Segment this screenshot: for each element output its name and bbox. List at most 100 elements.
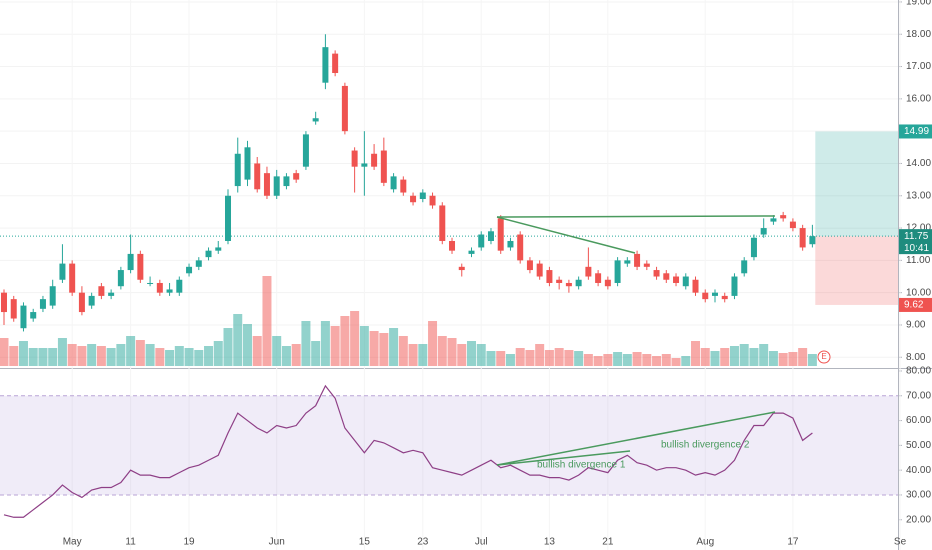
volume-bar <box>301 321 311 366</box>
x-tick-label: May <box>63 537 82 548</box>
candle-body <box>147 282 154 284</box>
annotation: bullish divergence 1 <box>537 460 626 471</box>
y-tick-label: 30.00 <box>906 490 931 501</box>
position-loss <box>815 236 898 305</box>
y-tick-label: 13.00 <box>906 190 931 201</box>
volume-bar <box>583 354 593 366</box>
volume-bar <box>369 331 379 366</box>
y-tick-label: 50.00 <box>906 440 931 451</box>
volume-bar <box>535 344 545 366</box>
candle-body <box>293 173 300 180</box>
candle-body <box>799 228 806 248</box>
volume-bar <box>759 344 769 366</box>
volume-bar <box>38 348 48 366</box>
volume-bar <box>681 356 691 366</box>
y-tick-label: 11.00 <box>906 255 931 266</box>
volume-bar <box>428 321 438 366</box>
volume-bar <box>184 348 194 366</box>
candle-body <box>30 312 37 319</box>
volume-bar <box>418 344 428 366</box>
candle-body <box>809 236 816 245</box>
candle-body <box>624 260 631 264</box>
candle-body <box>595 273 602 283</box>
volume-bar <box>437 336 447 366</box>
volume-bar <box>223 328 233 366</box>
candle-body <box>702 292 709 300</box>
volume-bar <box>155 348 165 366</box>
candle-body <box>585 266 592 277</box>
volume-bar <box>57 338 67 366</box>
y-tick-label: 8.00 <box>906 352 926 363</box>
volume-bar <box>320 321 330 366</box>
y-tick-label: 18.00 <box>906 29 931 40</box>
candle-body <box>487 231 494 241</box>
target-label-box <box>899 124 932 139</box>
candle-body <box>186 266 193 274</box>
x-tick-label: 23 <box>417 537 429 548</box>
candle-body <box>380 150 387 183</box>
candle-body <box>341 85 348 132</box>
volume-bar <box>729 346 739 366</box>
candle-body <box>78 292 85 313</box>
candle-body <box>0 292 7 313</box>
volume-bar <box>18 341 28 366</box>
candle-body <box>361 163 368 167</box>
volume-bar <box>768 351 778 366</box>
candle-body <box>673 276 680 283</box>
entry-label: 11.75 <box>904 231 929 242</box>
entry-label-box <box>899 229 932 244</box>
x-tick-label: Se <box>894 537 907 548</box>
candle-body <box>69 263 76 293</box>
candle-body <box>263 173 270 196</box>
target-label: 14.99 <box>904 126 929 137</box>
volume-bar <box>174 346 184 366</box>
volume-bar <box>525 350 535 366</box>
volume-bar <box>145 344 155 366</box>
volume-bar <box>457 344 467 366</box>
volume-bar <box>408 344 418 366</box>
countdown-box <box>899 242 932 255</box>
candle-body <box>332 53 339 74</box>
candle-body <box>205 250 212 258</box>
y-tick-label: 16.00 <box>906 93 931 104</box>
volume-bar <box>9 346 19 366</box>
volume-bar <box>252 336 262 366</box>
candle-body <box>419 192 426 199</box>
volume-bar <box>632 352 642 366</box>
volume-bar <box>194 350 204 366</box>
x-tick-label: 13 <box>544 537 556 548</box>
candle-body <box>565 282 572 287</box>
volume-bar <box>213 341 223 366</box>
volume-bar <box>593 356 603 366</box>
candle-body <box>478 234 485 248</box>
candle-body <box>59 263 66 280</box>
candle-body <box>283 176 290 187</box>
rsi-line <box>3 384 813 518</box>
candle-body <box>127 253 134 271</box>
volume-bar <box>496 351 506 366</box>
candle-body <box>634 253 641 267</box>
volume-bar <box>28 348 38 366</box>
candle-body <box>137 253 144 280</box>
x-tick-label: 11 <box>125 537 136 548</box>
candle-body <box>711 292 718 296</box>
volume-bar <box>671 358 681 366</box>
volume-bar <box>77 346 87 366</box>
candle-body <box>88 295 95 306</box>
volume-bar <box>291 344 301 366</box>
volume-bar <box>379 333 389 366</box>
volume-bar <box>574 351 584 366</box>
volume-bar <box>603 354 613 366</box>
candle-body <box>195 260 202 267</box>
volume-bar <box>262 276 272 366</box>
candle-body <box>643 263 650 267</box>
volume-bar <box>87 344 97 366</box>
y-tick-label: 10.00 <box>906 287 931 298</box>
rsi-band <box>0 395 898 495</box>
volume-bar <box>135 340 145 366</box>
candle-body <box>273 176 280 196</box>
candle-body <box>536 263 543 277</box>
candle-body <box>692 279 699 293</box>
earnings-icon[interactable] <box>817 350 831 364</box>
